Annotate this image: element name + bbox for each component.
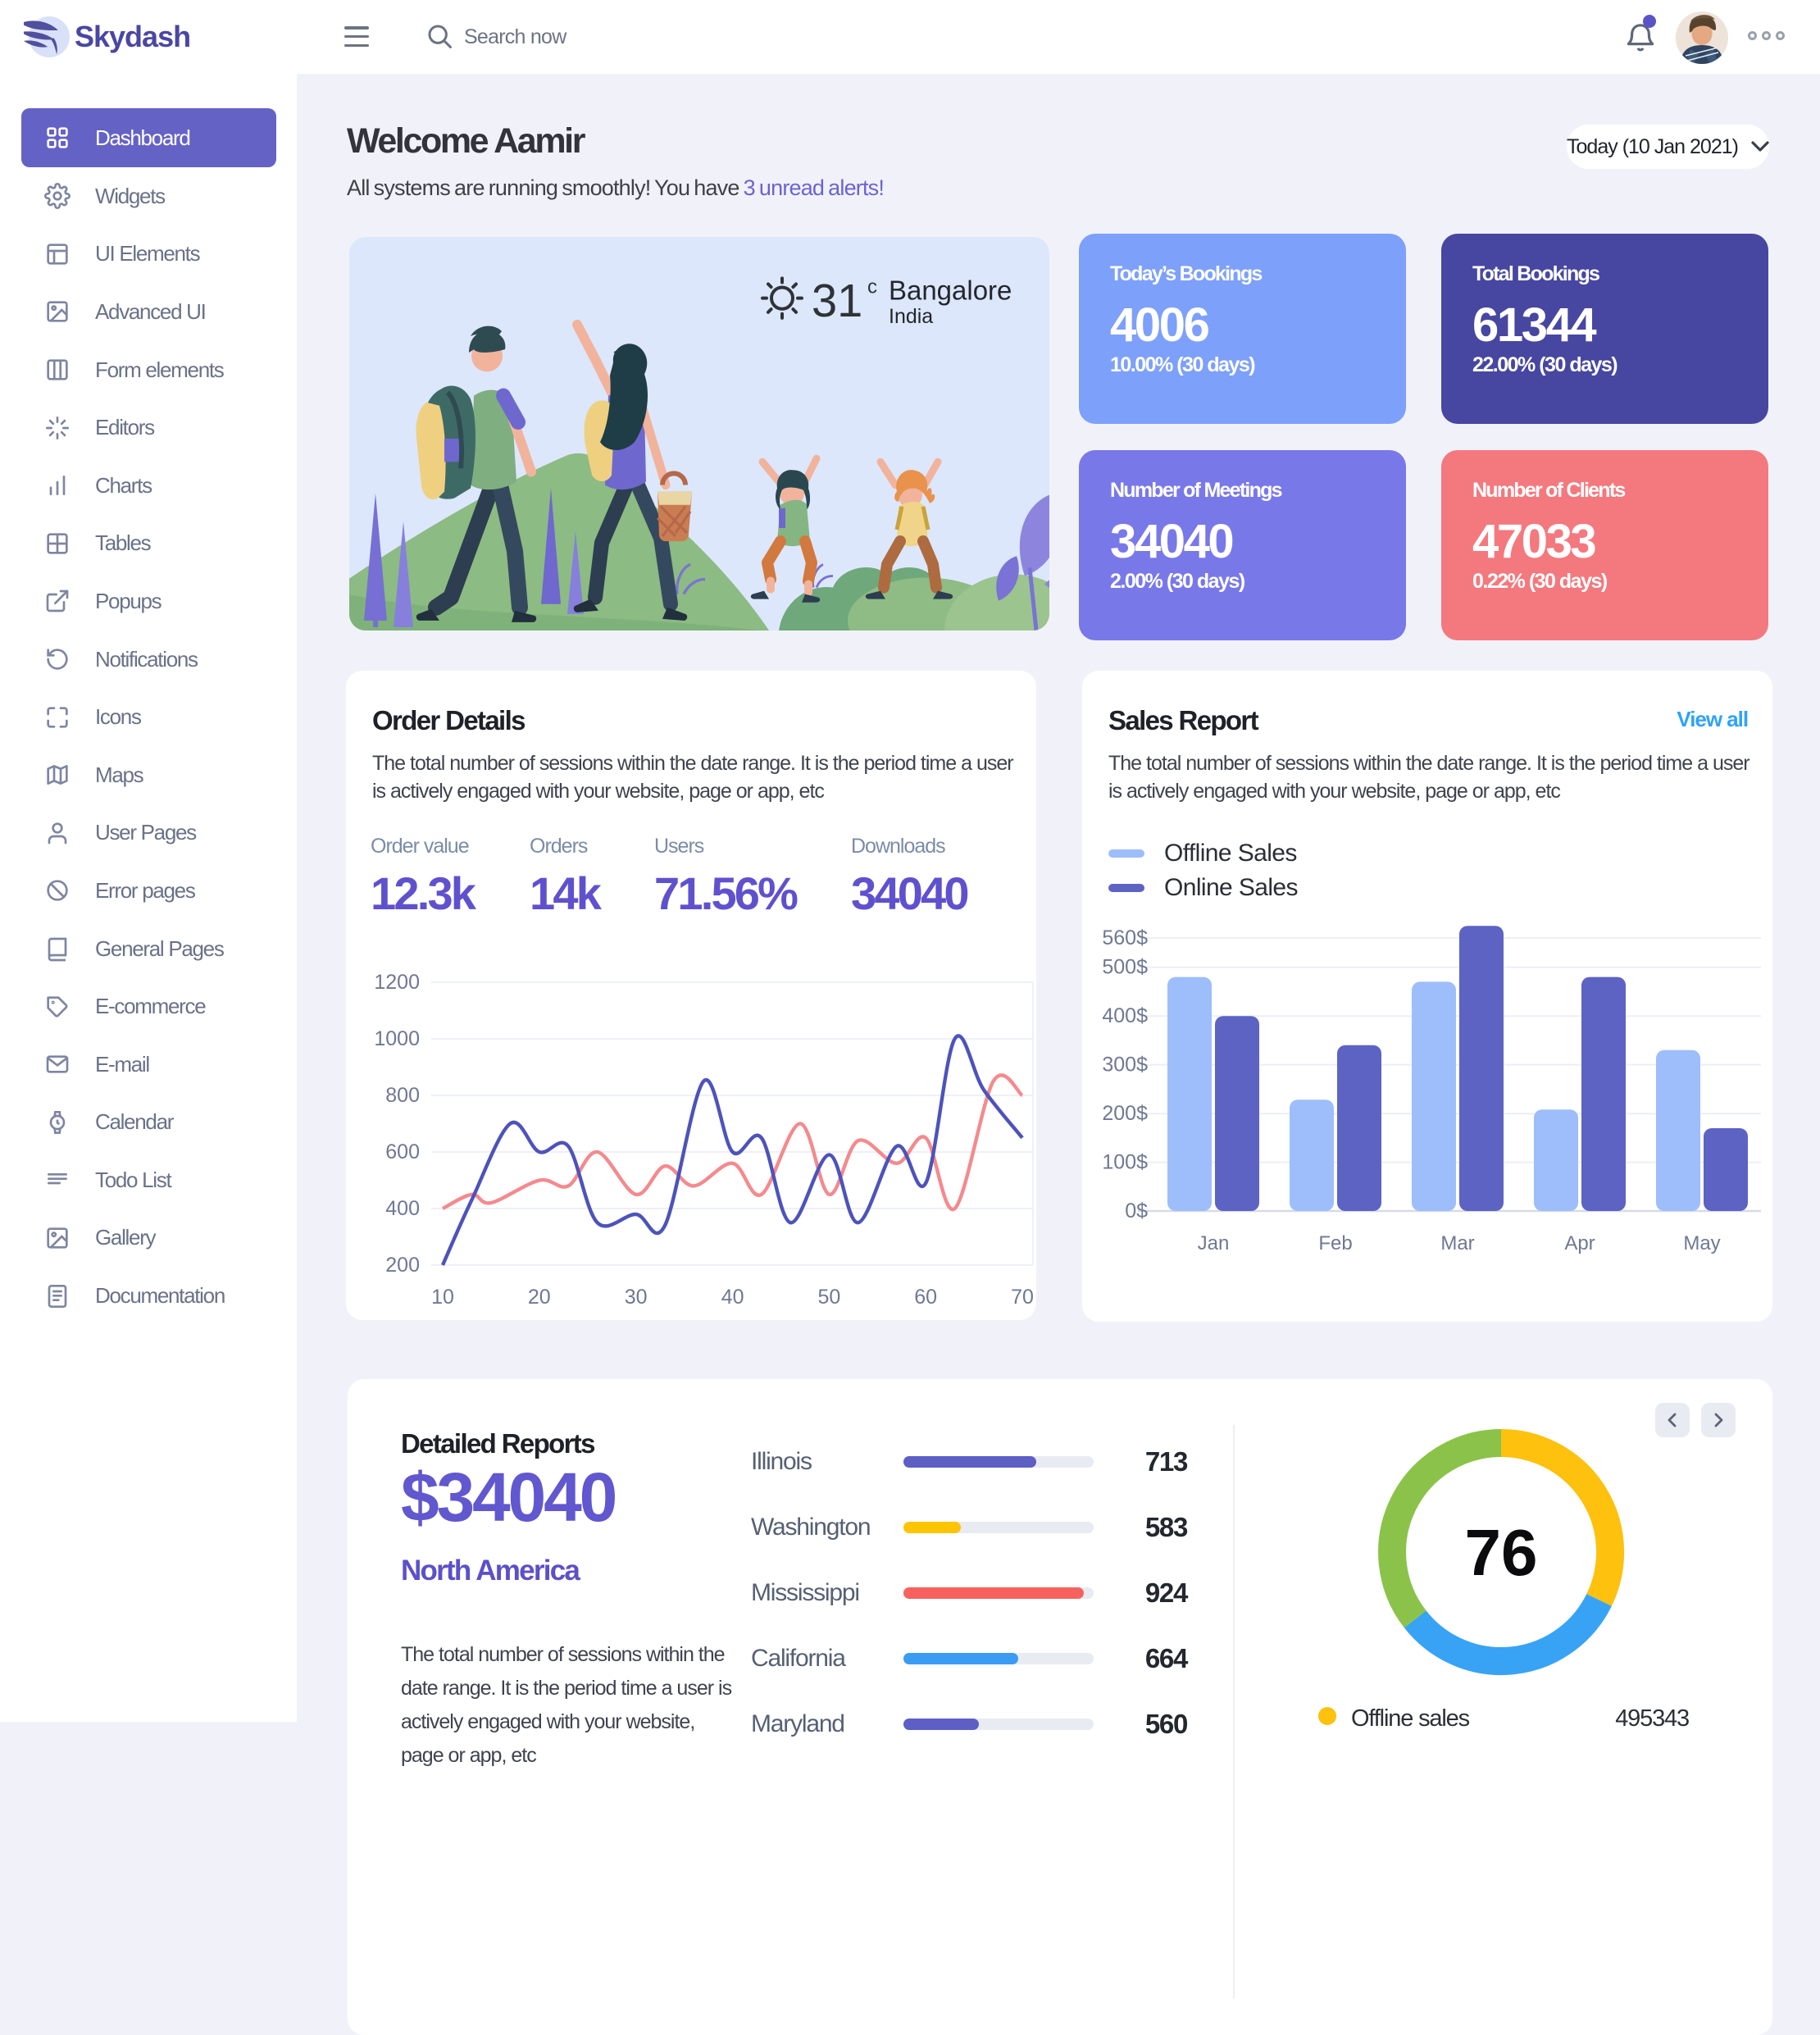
svg-text:560$: 560$ [1102,926,1148,949]
svg-text:200$: 200$ [1102,1102,1148,1125]
svg-text:c: c [867,275,877,298]
svg-text:200: 200 [385,1254,420,1277]
svg-text:400: 400 [385,1197,420,1220]
svg-text:20: 20 [528,1286,551,1309]
svg-text:600: 600 [385,1140,420,1163]
svg-text:Mar: Mar [1440,1232,1474,1254]
svg-text:76: 76 [1465,1516,1538,1589]
svg-text:800: 800 [385,1084,420,1107]
svg-text:100$: 100$ [1102,1151,1148,1174]
svg-text:31: 31 [812,275,862,326]
svg-text:1000: 1000 [374,1027,420,1050]
svg-text:India: India [889,305,933,328]
svg-text:30: 30 [625,1286,648,1309]
svg-text:300$: 300$ [1102,1054,1148,1077]
svg-text:10: 10 [431,1286,454,1309]
svg-text:50: 50 [817,1286,840,1309]
svg-text:40: 40 [721,1286,744,1309]
svg-text:Feb: Feb [1318,1232,1352,1254]
svg-text:0$: 0$ [1125,1200,1148,1222]
svg-text:500$: 500$ [1102,956,1148,979]
svg-text:Apr: Apr [1564,1232,1595,1254]
svg-text:400$: 400$ [1102,1004,1148,1027]
svg-text:70: 70 [1011,1286,1034,1309]
svg-text:60: 60 [914,1286,937,1309]
svg-text:May: May [1683,1232,1720,1254]
svg-text:1200: 1200 [374,971,420,994]
svg-text:Jan: Jan [1198,1232,1230,1254]
svg-text:Bangalore: Bangalore [889,276,1012,307]
